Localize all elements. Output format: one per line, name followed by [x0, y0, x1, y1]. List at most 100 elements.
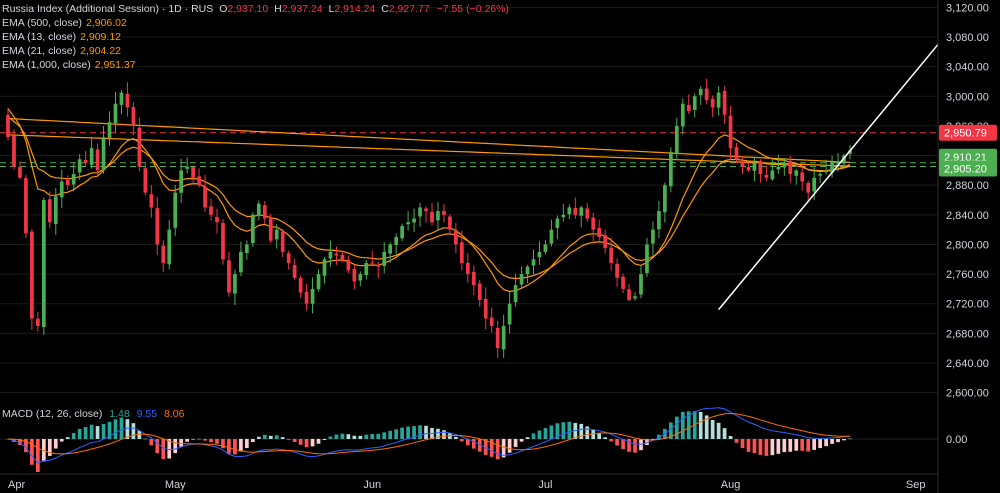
macd-histogram-bar	[621, 439, 625, 449]
macd-histogram-bar	[627, 439, 631, 452]
candle-body	[830, 162, 834, 173]
macd-histogram-bar	[436, 428, 440, 439]
ema-500-line	[7, 134, 851, 167]
candle-body	[36, 318, 40, 326]
time-axis[interactable]: Apr May Jun Jul Aug Sep	[0, 473, 938, 491]
macd-histogram-bar	[274, 435, 279, 439]
indicator-label: EMA (1,000, close)	[2, 59, 91, 71]
candle-body	[328, 251, 333, 259]
symbol-legend[interactable]: Russia Index (Additional Session) · 1D ·…	[2, 3, 509, 16]
macd-histogram-bar	[221, 439, 225, 449]
price-axis[interactable]: 2,600.00 2,640.00 2,680.00 2,720.00 2,760.00…	[937, 0, 989, 493]
macd-histogram-bar	[806, 439, 811, 452]
macd-histogram-bar	[567, 421, 572, 439]
candle-body	[525, 266, 530, 275]
indicator-ema-500[interactable]: EMA (500, close) 2,906.02	[2, 17, 127, 30]
time-tick-label: Jul	[538, 479, 552, 491]
candle-body	[292, 265, 297, 278]
candle-body	[686, 104, 691, 112]
ema-lines	[7, 108, 851, 293]
candle-body	[668, 151, 673, 187]
macd-histogram-bar	[209, 439, 213, 443]
candle-body	[239, 251, 243, 273]
macd-line-value: 9.55	[136, 408, 158, 420]
candle-body	[83, 159, 88, 163]
candle-body	[388, 244, 393, 254]
macd-histogram-bar	[501, 439, 506, 458]
candle-body	[12, 135, 16, 167]
ohlc-high-value: 2,937.24	[281, 3, 323, 15]
macd-histogram-bar	[818, 439, 822, 449]
macd-histogram-bar	[459, 439, 464, 442]
macd-histogram-bar	[268, 435, 273, 439]
candle-body	[268, 218, 273, 241]
macd-histogram-bar	[782, 439, 787, 453]
indicator-ema-1000[interactable]: EMA (1,000, close) 2,951.37	[2, 59, 136, 72]
macd-legend[interactable]: MACD (12, 26, close) 1.48 9.55 8.06	[2, 408, 184, 421]
macd-histogram-bar	[746, 439, 751, 452]
macd-histogram-bar	[167, 439, 172, 459]
price-tag	[939, 124, 997, 141]
macd-histogram-bar	[836, 439, 840, 443]
candle-body	[621, 276, 625, 289]
macd-histogram-bar	[752, 439, 757, 454]
macd-histogram-bar	[543, 428, 548, 439]
candle-body	[710, 98, 715, 108]
macd-histogram-bar	[722, 428, 727, 439]
macd-histogram-bar	[704, 415, 709, 439]
macd-histogram-bar	[716, 422, 721, 439]
candle-body	[233, 274, 237, 294]
candle-body	[836, 161, 840, 165]
macd-histogram-bar	[657, 434, 661, 439]
price-change: −7.55 (−0.26%)	[436, 3, 509, 15]
macd-histogram-bar	[489, 439, 494, 457]
macd-pane	[0, 407, 938, 472]
indicator-ema-21[interactable]: EMA (21, close) 2,904.22	[2, 45, 121, 58]
candle-body	[758, 160, 763, 175]
candle-body	[155, 208, 160, 245]
macd-histogram-bar	[155, 439, 160, 454]
price-tick-label: 2,640.00	[946, 358, 989, 370]
macd-histogram-bar	[495, 439, 500, 460]
macd-histogram-bar	[352, 435, 357, 439]
candle-body	[495, 328, 500, 349]
candle-body	[101, 137, 106, 171]
candle-body	[507, 303, 512, 325]
macd-hist-value: 1.48	[109, 408, 130, 420]
candle-body	[221, 223, 225, 260]
candle-body	[89, 148, 94, 165]
macd-histogram-bar	[800, 439, 805, 451]
candle-body	[47, 199, 52, 223]
candle-body	[406, 222, 410, 225]
indicator-ema-13[interactable]: EMA (13, close) 2,909.12	[2, 31, 121, 44]
trend-line[interactable]	[718, 43, 939, 311]
ohlc-low-value: 2,914.24	[334, 3, 376, 15]
macd-histogram-bar	[400, 427, 404, 439]
macd-histogram-bar	[824, 439, 828, 447]
symbol-title: Russia Index (Additional Session) · 1D ·…	[2, 3, 214, 15]
candle-body	[203, 186, 207, 208]
macd-histogram-bar	[609, 439, 613, 442]
price-tick-label: 3,120.00	[946, 2, 989, 14]
price-tags: 2,950.792,910.212,905.20	[939, 124, 997, 177]
candle-body	[657, 211, 661, 230]
candle-body	[6, 114, 10, 138]
macd-histogram-bar	[59, 439, 64, 442]
price-tick-label: 3,080.00	[946, 32, 989, 44]
candle-body	[430, 211, 434, 223]
macd-histogram-bar	[728, 436, 733, 439]
macd-histogram-bar	[740, 439, 745, 449]
candle-body	[734, 146, 739, 160]
macd-histogram-bar	[615, 439, 619, 446]
candle-body	[280, 231, 285, 252]
candle-body	[740, 161, 745, 167]
price-tick-label: 3,040.00	[946, 62, 989, 74]
macd-histogram-bar	[376, 433, 381, 439]
macd-histogram-bar	[418, 425, 422, 439]
candle-body	[262, 205, 267, 219]
indicator-value: 2,906.02	[85, 17, 127, 29]
candle-body	[256, 203, 261, 217]
macd-histogram-bar	[848, 438, 852, 440]
ohlc-close-key: C	[381, 3, 389, 15]
